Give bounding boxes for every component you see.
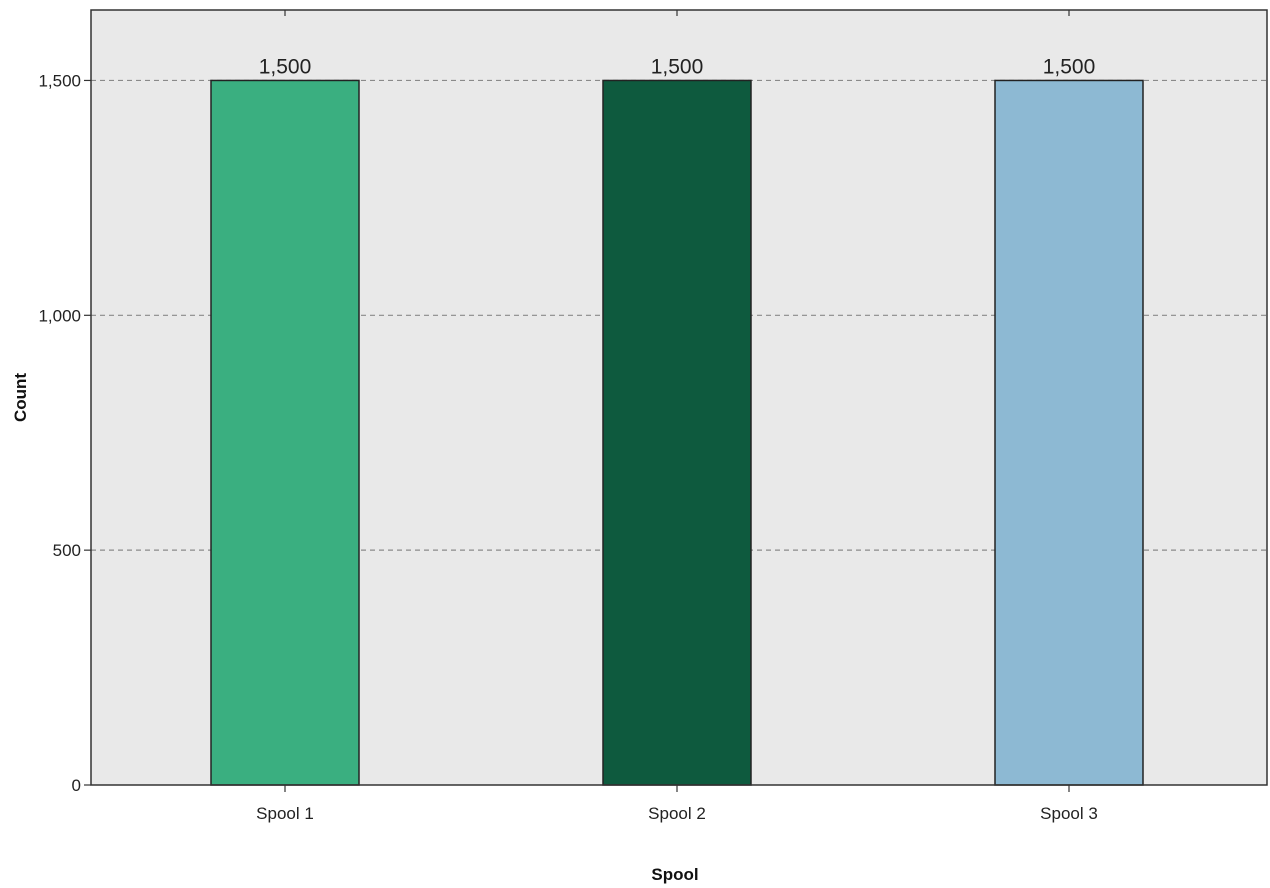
bar — [210, 79, 360, 786]
y-tick-label: 1,500 — [38, 71, 81, 90]
x-axis: Spool 1 Spool 2 Spool 3 — [256, 10, 1098, 823]
y-axis: 0 500 1,000 1,500 — [38, 71, 91, 795]
plot-frame — [90, 9, 1268, 786]
y-axis-title: Count — [11, 373, 30, 422]
x-tick-label: Spool 2 — [648, 804, 706, 823]
x-tick-label: Spool 1 — [256, 804, 314, 823]
x-axis-title: Spool — [651, 865, 698, 884]
y-tick-label: 500 — [53, 541, 81, 560]
bar — [994, 79, 1144, 786]
data-label: 1,500 — [259, 55, 312, 78]
x-tick-label: Spool 3 — [1040, 804, 1098, 823]
data-label: 1,500 — [1043, 55, 1096, 78]
bar — [602, 79, 752, 786]
bars — [210, 79, 1144, 786]
data-labels: 1,500 1,500 1,500 — [259, 55, 1096, 78]
y-tick-label: 0 — [72, 776, 81, 795]
data-label: 1,500 — [651, 55, 704, 78]
y-tick-label: 1,000 — [38, 306, 81, 325]
